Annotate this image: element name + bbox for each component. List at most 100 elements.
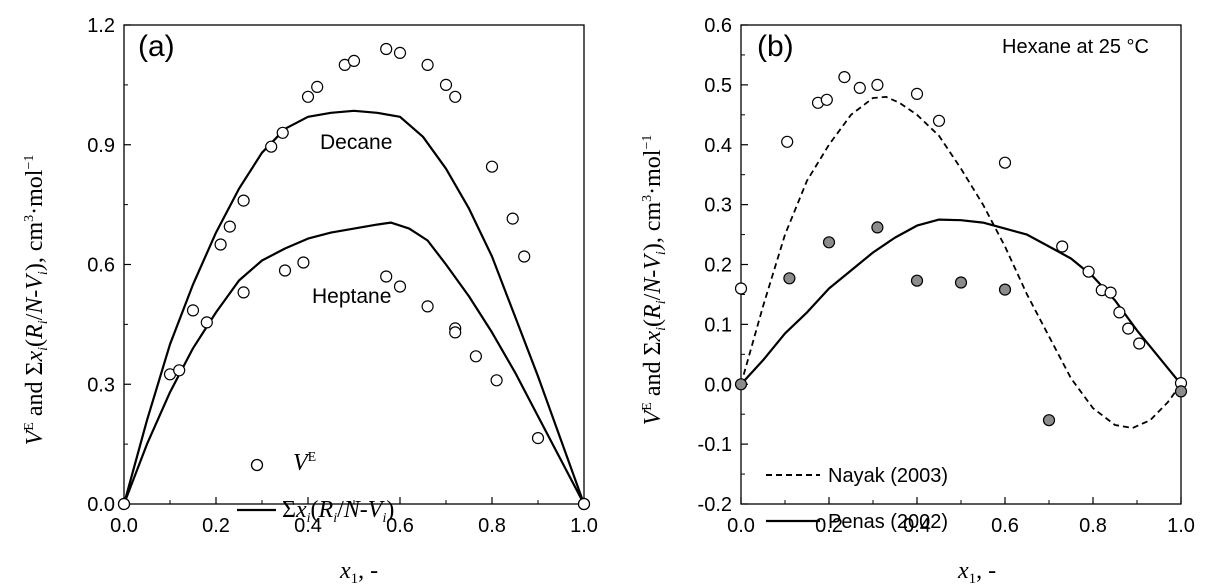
panel-a-x-tick-label: 0.6: [386, 515, 414, 537]
panel-b-plot: 0.0 0.2 0.4 0.6 0.8 1.0 -0.2 -0.1 0.0 0.1 0.2 0.3 0.…: [698, 15, 1195, 537]
panel-b-x-tick-label: 0.6: [991, 515, 1019, 537]
panel-a-x-tick-label: 0.0: [110, 515, 138, 537]
panel-a-point-decane: [531, 432, 545, 445]
panel-b-y-tick-label: 0.5: [704, 75, 732, 97]
panel-a-point-decane: [186, 304, 200, 317]
panel-b-point-filled: [998, 283, 1012, 296]
panel-a-point-decane: [485, 160, 499, 173]
panel-a-point-decane: [237, 194, 250, 207]
panel-b-point-filled: [954, 276, 968, 289]
panel-b-y-tick-label: -0.2: [698, 494, 732, 516]
panel-b-ylabel: VE and Σxi(Ri/N-Vi), cm3·mol−1: [640, 135, 669, 426]
panel-a-point-heptane: [469, 350, 482, 363]
panel-a-point-heptane: [117, 497, 131, 511]
panel-b-x-tick-label: 1.0: [1167, 515, 1195, 537]
panel-b-point-open: [1133, 337, 1146, 350]
panel-b-point-open: [734, 282, 748, 295]
panel-a-point-decane: [421, 58, 434, 72]
decane-curve-label: Decane: [320, 131, 392, 154]
panel-b-x-tick-label: 0.4: [903, 515, 931, 537]
panel-a-point-decane: [380, 42, 393, 56]
panel-a-x-tick-label: 0.8: [478, 515, 506, 537]
panel-a-point-heptane: [421, 300, 434, 313]
legend-nayak-label: Nayak (2003): [828, 465, 948, 487]
panel-b-point-open: [1113, 306, 1126, 319]
panel-a-frame: [123, 24, 585, 505]
panel-a-x-tick-label: 0.4: [294, 515, 322, 537]
panel-a-point-decane: [518, 250, 531, 263]
panel-b-point-open: [1082, 265, 1095, 278]
panel-b-y-tick-label: 0.1: [704, 314, 732, 336]
panel-b-point-filled: [1042, 414, 1056, 427]
panel-b-y-tick-label: -0.1: [698, 434, 732, 456]
panel-a-point-decane: [439, 78, 453, 92]
panel-a-point-decane: [311, 80, 324, 94]
panel-a-point-heptane: [490, 374, 503, 387]
panel-b-point-open: [910, 87, 924, 101]
panel-a-point-decane: [506, 212, 519, 225]
panel-a-plot: 0.0 0.2 0.4 0.6 0.8 1.0 0.0 0.3 0.6 0.9 1.2: [87, 15, 598, 537]
panel-b-x-tick-label: 0.8: [1079, 515, 1107, 537]
panel-b-y-tick-label: 0.4: [704, 135, 732, 157]
heptane-curve-label: Heptane: [312, 285, 391, 308]
panel-a-point-decane: [223, 220, 236, 233]
panel-a-point-heptane: [393, 280, 407, 293]
panel-b-point-filled: [871, 221, 884, 234]
panel-b-point-open: [1056, 240, 1069, 253]
panel-b-x-tick-label: 0.2: [815, 515, 843, 537]
plot-layer: 0.0 0.2 0.4 0.6 0.8 1.00.00.30.60.91.20.0 0.2 0…: [87, 15, 1195, 537]
panel-a-point-heptane: [278, 264, 292, 277]
panel-a-point-heptane: [237, 286, 250, 299]
panel-a-y-tick-label: 1.2: [87, 15, 115, 37]
panel-b-point-filled: [1174, 385, 1188, 398]
panel-a-y-tick-label: 0.3: [87, 374, 115, 396]
panel-b-y-tick-label: 0.0: [704, 374, 732, 396]
panel-b-point-open: [781, 135, 794, 148]
legend-penas-label: Penas (2002): [828, 511, 948, 533]
panel-a-y-tick-label: 0.0: [87, 494, 115, 516]
panel-a-point-heptane: [173, 364, 186, 377]
panel-a-point-heptane: [380, 270, 393, 283]
panel-b-point-open: [838, 70, 851, 84]
panel-a-line-heptane: [122, 221, 585, 505]
panel-a-legend: VE Σxi(Ri/N-Vi): [237, 450, 394, 526]
panel-b-y-tick-label: 0.3: [704, 195, 732, 217]
panel-b-point-open: [1104, 286, 1117, 299]
panel-a-point-heptane: [577, 497, 591, 511]
panel-a-point-decane: [276, 126, 289, 139]
legend-sum-label: Σxi(Ri/N-Vi): [282, 497, 394, 526]
legend-open-marker: [250, 458, 264, 472]
panel-b-annotation: Hexane at 25 °C: [1002, 36, 1149, 58]
panel-b-point-filled: [783, 272, 796, 285]
panel-a-point-decane: [393, 46, 407, 60]
panel-a-point-decane: [449, 90, 462, 103]
panel-b-point-open: [932, 114, 946, 127]
panel-a-point-decane: [301, 90, 315, 103]
panel-b-legend: Nayak (2003) Penas (2002): [766, 465, 948, 533]
panel-a-point-decane: [214, 238, 227, 251]
panel-b-point-open: [820, 93, 833, 106]
panel-b-xlabel: x1, -: [957, 558, 996, 585]
panel-a-xlabel: x1, -: [339, 558, 378, 585]
panel-a-y-tick-label: 0.9: [87, 135, 115, 157]
panel-b-point-open: [871, 78, 884, 92]
panel-b-x-tick-label: 0.0: [727, 515, 755, 537]
panel-b-y-tick-label: 0.2: [704, 255, 732, 277]
panel-b-line-penas-2002: [740, 218, 1182, 386]
panel-b-line-nayak-2003: [740, 96, 1182, 429]
panel-a-point-heptane: [200, 316, 213, 329]
panel-b-y-tick-label: 0.6: [704, 15, 732, 37]
panel-b-point-open: [1122, 322, 1135, 335]
panel-b-label: (b): [757, 30, 794, 63]
panel-a-y-tick-label: 0.6: [87, 255, 115, 277]
panel-a-x-tick-label: 0.2: [202, 515, 230, 537]
panel-b-point-filled: [910, 274, 924, 287]
panel-a-line-decane: [122, 109, 586, 505]
panel-b-point-filled: [822, 236, 836, 249]
panel-b-point-filled: [734, 378, 748, 391]
panel-a-ylabel: VE and Σxi(Ri/N-Vi), cm3·mol−1: [22, 155, 51, 446]
panel-b-point-open: [853, 81, 866, 95]
panel-b-frame: [740, 24, 1182, 505]
legend-ve-label: VE: [293, 450, 316, 476]
panel-a-point-decane: [347, 54, 361, 68]
